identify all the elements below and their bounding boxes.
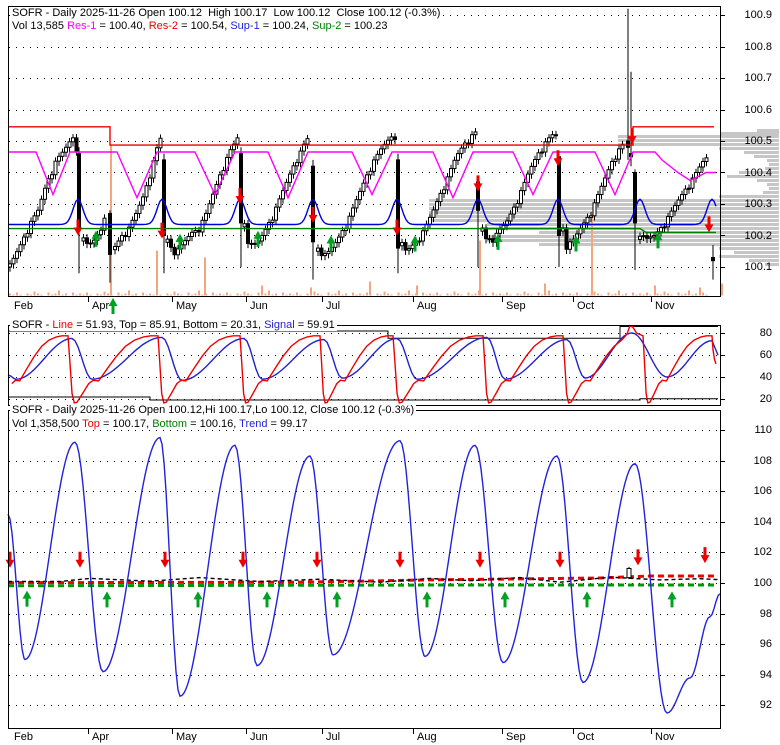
- legend-segment: = 51.93, Top = 85.91, Bottom = 20.31,: [73, 319, 265, 331]
- month-label-bottom: Jun: [250, 731, 268, 743]
- price-y-axis-label: 100.6: [744, 103, 772, 116]
- legend-segment: Res-2: [148, 20, 179, 32]
- oscillator-y-axis-label: 80: [759, 327, 772, 339]
- oscillator-gridlines: [9, 333, 719, 400]
- legend-segment: = 100.23: [341, 20, 388, 32]
- month-label-bottom: Aug: [417, 731, 437, 743]
- price-panel-legend: Vol 13,585 Res-1 = 100.40, Res-2 = 100.5…: [10, 20, 390, 32]
- month-label-top: Oct: [577, 300, 595, 312]
- price-y-axis-label: 100.8: [744, 40, 772, 53]
- price-y-axis-label: 100.1: [744, 261, 772, 273]
- oscillator-top-step-line: [8, 326, 718, 339]
- top-band-line: [7, 574, 718, 585]
- legend-segment: Res-1: [67, 20, 97, 32]
- month-label-bottom: Oct: [577, 731, 595, 743]
- price-y-axis-label: 100.7: [744, 72, 772, 84]
- oscillator-panel-title: SOFR - Line = 51.93, Top = 85.91, Bottom…: [10, 319, 337, 331]
- month-label-top: Aug: [417, 300, 437, 312]
- month-label-top: Jul: [326, 300, 341, 312]
- trend-y-axis-label: 96: [759, 638, 772, 651]
- oscillator-y-axis-label: 20: [759, 393, 772, 405]
- sup-2-line: [8, 227, 716, 234]
- legend-segment: = 100.24,: [259, 20, 312, 32]
- res-2-line: [8, 126, 714, 146]
- month-label-top: Sep: [506, 300, 526, 312]
- legend-segment: Sup-1: [230, 20, 260, 32]
- legend-segment: Vol 1,358,500: [12, 418, 83, 430]
- trend-panel-title: SOFR - Daily 2025-11-26 Open 100.12,Hi 1…: [10, 404, 417, 416]
- legend-segment: Top: [82, 418, 100, 430]
- trend-gridlines: [9, 430, 719, 706]
- month-label-bottom: Sep: [506, 731, 526, 743]
- trend-y-axis-label: 104: [753, 515, 772, 528]
- month-label-bottom: Feb: [14, 731, 33, 743]
- trend-y-axis-label: 94: [759, 668, 772, 681]
- month-label-top: Apr: [92, 300, 110, 312]
- oscillator-panel-border: [8, 325, 725, 406]
- trend-panel-border: [8, 410, 725, 734]
- legend-segment: = 100.17,: [99, 418, 153, 430]
- oscillator-signal-line: [7, 332, 719, 382]
- month-label-top: Jun: [250, 300, 268, 312]
- trend-y-axis-label: 110: [754, 424, 772, 436]
- trend-y-axis-label: 92: [759, 699, 772, 712]
- legend-segment: Sup-2: [312, 20, 342, 32]
- axis-buy-arrow: [108, 298, 118, 314]
- oscillator-red-line: [11, 325, 717, 404]
- month-label-top: Feb: [14, 300, 33, 312]
- price-dash-line: [8, 576, 719, 583]
- legend-segment: = 99.17: [267, 418, 308, 430]
- trend-y-axis-label: 102: [753, 546, 772, 559]
- month-label-bottom: Jul: [326, 731, 341, 743]
- legend-segment: Signal: [264, 319, 295, 331]
- legend-segment: Vol 13,585: [12, 20, 68, 32]
- legend-segment: = 100.40,: [96, 20, 149, 32]
- legend-segment: Trend: [239, 418, 268, 430]
- price-panel-title: SOFR - Daily 2025-11-26 Open 100.12 High…: [10, 7, 443, 19]
- oscillator-y-axis-label: 60: [759, 349, 772, 361]
- trend-y-axis-label: 98: [759, 607, 772, 620]
- sup-1-line: [8, 198, 717, 226]
- legend-segment: Line: [52, 319, 74, 331]
- price-y-axis-label: 100.3: [744, 198, 772, 210]
- price-y-axis-label: 100.4: [744, 166, 772, 179]
- price-y-axis-label: 100.2: [744, 229, 772, 242]
- res-1-line: [8, 151, 716, 200]
- month-label-bottom: May: [176, 731, 197, 743]
- price-y-axis-label: 100.9: [744, 9, 772, 21]
- trend-y-axis-label: 106: [753, 485, 772, 498]
- legend-segment: SOFR -: [12, 319, 53, 331]
- trend-y-axis-label: 108: [753, 454, 772, 467]
- legend-segment: = 59.91: [294, 319, 335, 331]
- legend-segment: = 100.54,: [178, 20, 231, 32]
- legend-segment: Bottom: [152, 418, 188, 430]
- trend-y-axis-label: 100: [753, 577, 772, 589]
- legend-segment: = 100.16,: [187, 418, 240, 430]
- oscillator-y-axis-label: 40: [759, 371, 772, 383]
- month-label-top: May: [176, 300, 197, 312]
- oscillator-bottom-step-line: [8, 396, 718, 401]
- price-panel-border: [8, 6, 725, 302]
- signal-arrows-top: [73, 128, 714, 252]
- price-y-axis-label: 100.5: [744, 135, 772, 147]
- signal-arrows-bottom: [5, 547, 710, 608]
- month-label-bottom: Apr: [92, 731, 110, 743]
- bottom-band-line: [7, 583, 718, 588]
- trend-panel-legend: Vol 1,358,500 Top = 100.17, Bottom = 100…: [10, 418, 310, 430]
- month-label-bottom: Nov: [655, 731, 675, 743]
- micro-candle: [626, 566, 632, 580]
- trend-line: [7, 436, 721, 714]
- month-label-top: Nov: [655, 300, 675, 312]
